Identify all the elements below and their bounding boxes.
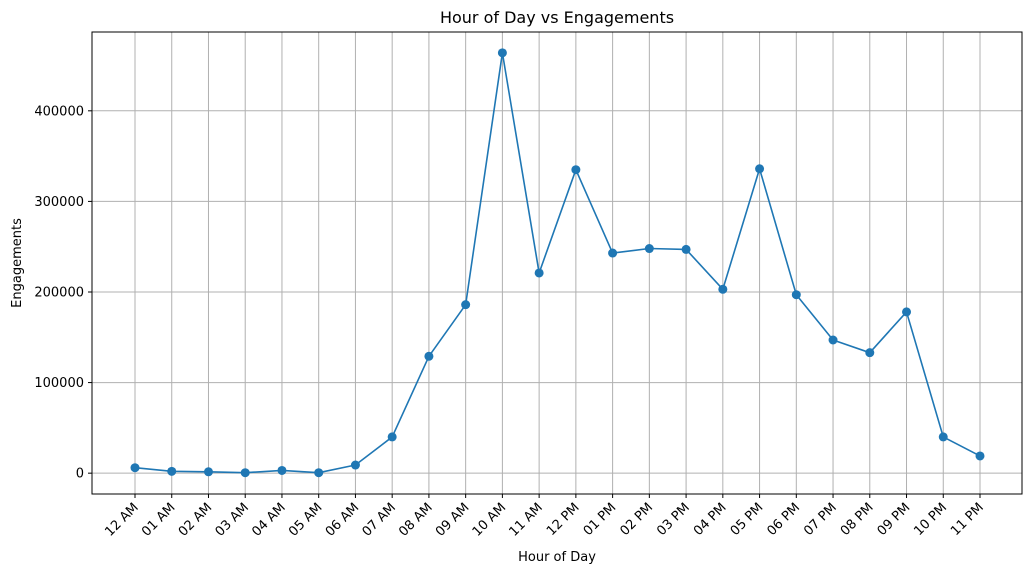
- chart-title: Hour of Day vs Engagements: [440, 8, 674, 27]
- x-tick-label: 01 AM: [139, 500, 178, 539]
- series-group: [130, 48, 985, 478]
- series-line: [134, 52, 981, 474]
- x-tick-label: 07 PM: [801, 500, 840, 539]
- data-point: [387, 432, 397, 442]
- x-tick-label: 06 PM: [764, 500, 803, 539]
- data-point: [681, 244, 691, 254]
- data-point: [497, 48, 507, 58]
- data-point: [240, 468, 250, 478]
- data-point: [644, 244, 654, 254]
- x-tick-label: 03 PM: [654, 500, 693, 539]
- x-tick-label: 09 AM: [433, 500, 472, 539]
- y-axis: 0 100000 200000 300000 400000: [34, 104, 92, 482]
- x-tick-label: 04 PM: [691, 500, 730, 539]
- x-tick-label: 08 PM: [838, 500, 877, 539]
- plot-frame: [91, 31, 1023, 495]
- data-point: [277, 465, 287, 475]
- data-point: [461, 300, 471, 310]
- data-point: [608, 248, 618, 258]
- y-tick-label: 0: [76, 467, 84, 482]
- y-tick-label: 200000: [34, 285, 84, 300]
- data-point: [167, 466, 177, 476]
- data-point: [571, 165, 581, 175]
- x-tick-label: 11 AM: [507, 500, 546, 539]
- x-tick-label: 05 AM: [286, 500, 325, 539]
- data-point: [938, 432, 948, 442]
- x-tick-label: 02 AM: [176, 500, 215, 539]
- data-point: [350, 460, 360, 470]
- x-tick-label: 07 AM: [360, 500, 399, 539]
- data-point: [314, 468, 324, 478]
- x-tick-label: 12 PM: [544, 500, 583, 539]
- data-point: [534, 268, 544, 278]
- x-tick-label: 10 AM: [470, 500, 509, 539]
- x-tick-label: 06 AM: [323, 500, 362, 539]
- data-point: [424, 351, 434, 361]
- y-axis-label: Engagements: [10, 218, 25, 308]
- x-tick-label: 04 AM: [249, 500, 288, 539]
- x-tick-label: 03 AM: [213, 500, 252, 539]
- data-point: [828, 335, 838, 345]
- data-point: [130, 463, 140, 473]
- data-point: [203, 467, 213, 477]
- x-tick-label: 01 PM: [581, 500, 620, 539]
- data-point: [975, 451, 985, 461]
- y-tick-label: 400000: [34, 104, 84, 119]
- x-tick-label: 02 PM: [617, 500, 656, 539]
- x-tick-label: 08 AM: [396, 500, 435, 539]
- data-point: [718, 284, 728, 294]
- data-point: [791, 290, 801, 300]
- x-tick-label: 10 PM: [911, 500, 950, 539]
- data-point: [755, 164, 765, 174]
- x-tick-label: 05 PM: [728, 500, 767, 539]
- x-axis-label: Hour of Day: [518, 550, 596, 565]
- x-tick-label: 09 PM: [875, 500, 914, 539]
- data-point: [902, 307, 912, 317]
- y-tick-label: 300000: [34, 195, 84, 210]
- y-tick-label: 100000: [34, 376, 84, 391]
- grid-lines: [92, 32, 1022, 494]
- data-point: [865, 348, 875, 358]
- x-tick-label: 12 AM: [102, 500, 141, 539]
- x-tick-label: 11 PM: [948, 500, 987, 539]
